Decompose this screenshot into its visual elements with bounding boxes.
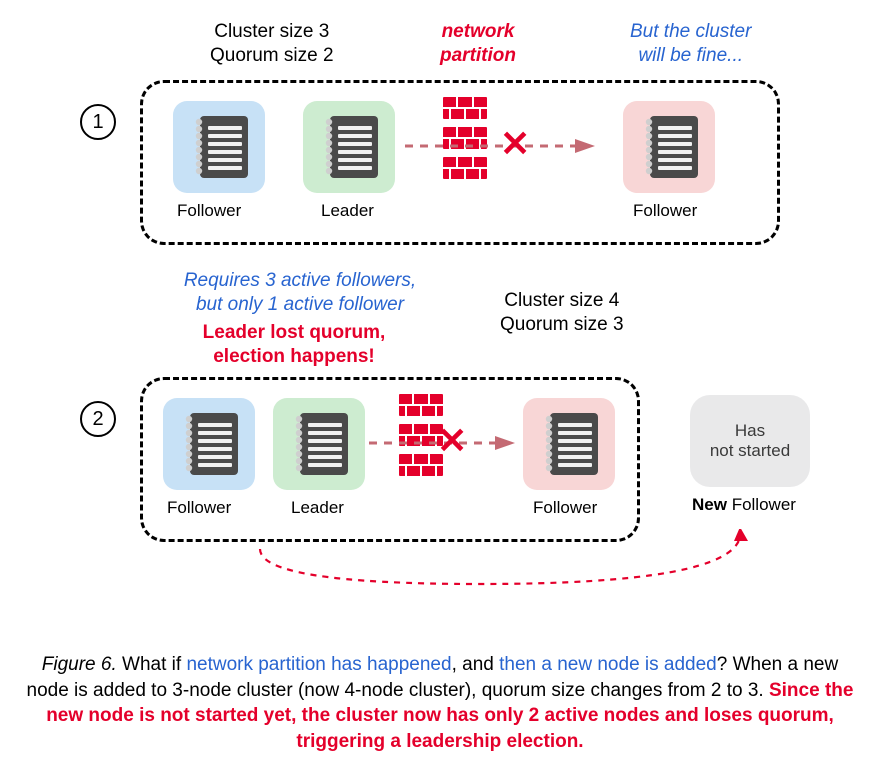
x-icon: ✕ bbox=[500, 123, 530, 165]
step2-badge-num: 2 bbox=[92, 408, 103, 431]
caption-t1: What if bbox=[117, 654, 187, 675]
step1-blocked-arrow: ✕ bbox=[405, 131, 605, 161]
step1-fine-l2: will be fine... bbox=[630, 44, 751, 68]
step1-cluster-info: Cluster size 3 Quorum size 2 bbox=[210, 20, 334, 68]
step1-node-leader bbox=[303, 101, 395, 193]
step2-lost-l2: election happens! bbox=[164, 345, 424, 369]
step1-badge-num: 1 bbox=[92, 111, 103, 134]
step2-headers: Requires 3 active followers, but only 1 … bbox=[140, 269, 860, 377]
step1-node-follower-2 bbox=[623, 101, 715, 193]
step2-requires-label: Requires 3 active followers, but only 1 … bbox=[150, 269, 450, 317]
step1-quorum-size: Quorum size 2 bbox=[210, 44, 334, 68]
step1-cluster-box: Follower Leader bbox=[140, 80, 780, 245]
step1-row: 1 Follower Leader bbox=[20, 80, 860, 245]
x-icon: ✕ bbox=[437, 420, 467, 462]
step2-node-follower-2-label: Follower bbox=[533, 498, 597, 518]
step2-new-node-pill: Has not started bbox=[690, 395, 810, 487]
step2-node-follower-1 bbox=[163, 398, 255, 490]
step2-lost-l1: Leader lost quorum, bbox=[164, 321, 424, 345]
caption-t2: , and bbox=[452, 654, 500, 675]
step2-requires-l1: Requires 3 active followers, bbox=[150, 269, 450, 293]
step1-node-follower-1-label: Follower bbox=[177, 201, 241, 221]
step1-node-follower-1 bbox=[173, 101, 265, 193]
pill-label-rest: Follower bbox=[727, 495, 796, 514]
step1-fine-l1: But the cluster bbox=[630, 20, 751, 44]
figure-caption: Figure 6. What if network partition has … bbox=[20, 652, 860, 755]
step2-node-leader-label: Leader bbox=[291, 498, 344, 518]
brick-icon bbox=[443, 97, 487, 119]
step2-quorum-size: Quorum size 3 bbox=[500, 313, 624, 337]
step1-badge: 1 bbox=[80, 104, 116, 140]
step2-add-node-arrow bbox=[220, 529, 860, 619]
pill-l1: Has bbox=[735, 421, 765, 441]
caption-prefix: Figure 6. bbox=[42, 654, 117, 675]
step2-cluster-size: Cluster size 4 bbox=[500, 289, 624, 313]
pill-l2: not started bbox=[710, 441, 790, 461]
step2-new-node-label: New Follower bbox=[692, 495, 796, 515]
caption-blue2: then a new node is added bbox=[499, 654, 717, 675]
step2-lost-quorum-label: Leader lost quorum, election happens! bbox=[164, 321, 424, 369]
step1-headers: Cluster size 3 Quorum size 2 network par… bbox=[140, 20, 840, 80]
step2-node-follower-2 bbox=[523, 398, 615, 490]
step1-node-follower-2-label: Follower bbox=[633, 201, 697, 221]
step2-cluster-box: Follower Leader bbox=[140, 377, 640, 542]
step2-badge: 2 bbox=[80, 401, 116, 437]
diagram-stage: Cluster size 3 Quorum size 2 network par… bbox=[20, 20, 860, 755]
step1-partition-l2: partition bbox=[440, 44, 516, 68]
step1-partition-l1: network bbox=[440, 20, 516, 44]
step1-partition-label: network partition bbox=[440, 20, 516, 68]
step1-fine-label: But the cluster will be fine... bbox=[630, 20, 751, 68]
brick-icon bbox=[399, 394, 443, 416]
step2-cluster-info: Cluster size 4 Quorum size 3 bbox=[500, 289, 624, 337]
step2-requires-l2: but only 1 active follower bbox=[150, 293, 450, 317]
step2-node-follower-1-label: Follower bbox=[167, 498, 231, 518]
step2-node-leader bbox=[273, 398, 365, 490]
step1-cluster-size: Cluster size 3 bbox=[210, 20, 334, 44]
step2-row: 2 Follower Leader bbox=[20, 377, 860, 542]
step2-blocked-arrow: ✕ bbox=[369, 428, 519, 458]
step1-node-leader-label: Leader bbox=[321, 201, 374, 221]
caption-blue1: network partition has happened bbox=[186, 654, 451, 675]
pill-label-bold: New bbox=[692, 495, 727, 514]
